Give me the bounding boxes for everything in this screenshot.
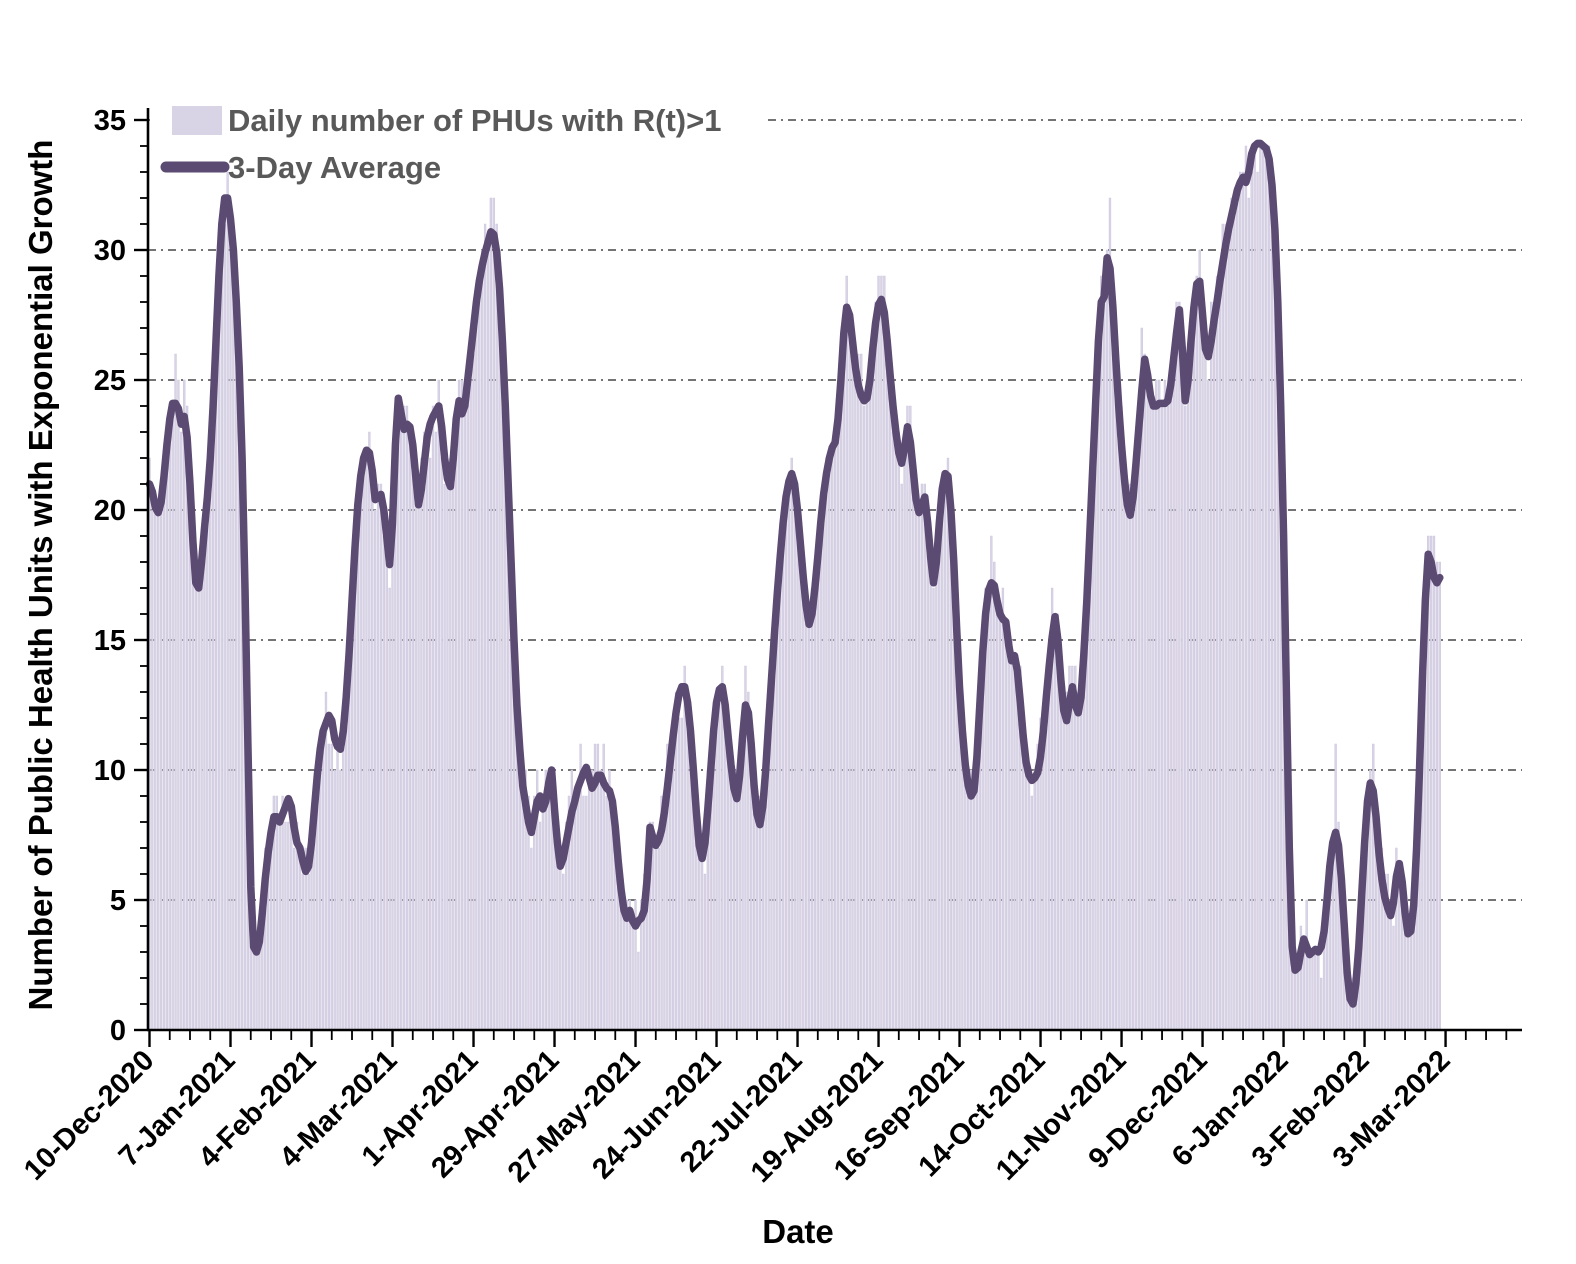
y-tick-label: 0 — [110, 1015, 126, 1047]
legend-line-label: 3-Day Average — [228, 150, 441, 185]
y-tick-label: 10 — [94, 755, 126, 787]
legend: Daily number of PHUs with R(t)>1 3-Day A… — [160, 103, 721, 185]
y-tick-label: 35 — [94, 105, 126, 137]
y-tick-label: 15 — [94, 625, 126, 657]
x-axis-tick-labels: 10-Dec-20207-Jan-20214-Feb-20214-Mar-202… — [18, 1044, 1456, 1189]
legend-background — [150, 102, 766, 142]
axes — [134, 108, 1522, 1047]
legend-bar-swatch — [172, 106, 222, 135]
y-axis-tick-labels: 0 5 10 15 20 25 30 35 — [94, 105, 126, 1047]
y-tick-label: 20 — [94, 495, 126, 527]
y-tick-label: 30 — [94, 235, 126, 267]
y-tick-label: 25 — [94, 365, 126, 397]
y-axis-title: Number of Public Health Units with Expon… — [22, 140, 59, 1011]
bar-series-daily-phus — [148, 145, 1441, 1031]
legend-bar-label: Daily number of PHUs with R(t)>1 — [228, 103, 721, 138]
x-axis-title: Date — [762, 1213, 834, 1250]
y-tick-label: 5 — [110, 885, 126, 917]
line-series-3-day-average — [145, 139, 1444, 1008]
